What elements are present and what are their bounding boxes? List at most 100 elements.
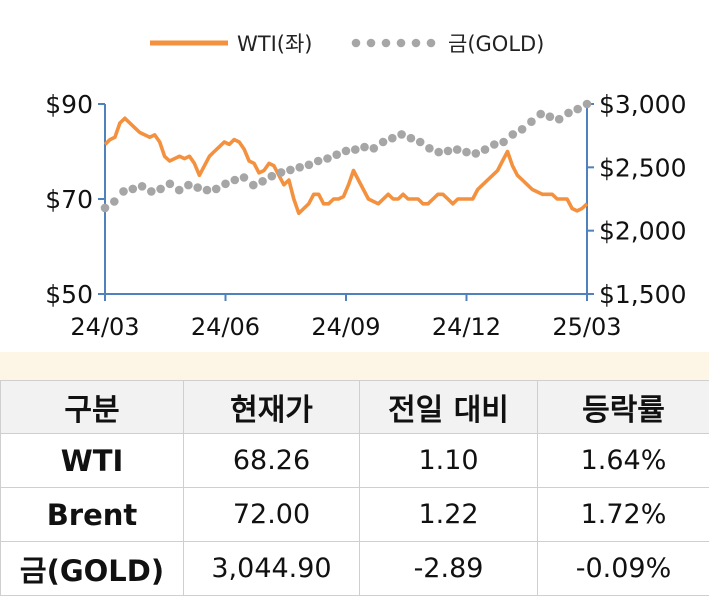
row-label: WTI <box>1 434 184 488</box>
gold-point <box>490 140 499 149</box>
header-category: 구분 <box>1 381 184 434</box>
section-divider <box>0 352 709 380</box>
gold-point <box>546 112 555 121</box>
legend-gold-dot <box>367 39 376 48</box>
commodity-chart: WTI(좌) 금(GOLD) $50 $70 $90 $1,500 $2,000 $2,50… <box>0 0 709 352</box>
gold-point <box>564 109 573 118</box>
gold-point <box>555 115 564 124</box>
gold-point <box>518 125 527 134</box>
gold-point <box>101 204 110 213</box>
price-table: 구분 현재가 전일 대비 등락률 WTI 68.26 1.10 1.64% Br… <box>0 380 709 596</box>
current-price: 72.00 <box>184 488 360 542</box>
right-tick-label: $2,000 <box>599 217 686 246</box>
change-rate: -0.09% <box>538 542 709 596</box>
current-price: 3,044.90 <box>184 542 360 596</box>
gold-point <box>323 154 332 163</box>
gold-point <box>277 168 286 177</box>
gold-point <box>231 176 240 185</box>
gold-point <box>166 180 175 189</box>
x-tick-label: 24/03 <box>70 313 139 341</box>
gold-point <box>509 130 518 139</box>
chart-legend: WTI(좌) 금(GOLD) <box>150 32 544 56</box>
legend-gold-dot <box>382 39 391 48</box>
x-tick-label: 24/09 <box>311 313 380 341</box>
legend-gold-dot <box>352 39 361 48</box>
right-tick-label: $3,000 <box>599 90 686 119</box>
gold-point <box>129 185 138 194</box>
legend-gold-dot <box>397 39 406 48</box>
legend-gold-dot <box>427 39 436 48</box>
row-label: 금(GOLD) <box>1 542 184 596</box>
chart-axes: $50 $70 $90 $1,500 $2,000 $2,500 $3,000 24/03 24… <box>45 90 686 341</box>
right-tick-label: $2,500 <box>599 153 686 182</box>
gold-point <box>573 105 582 114</box>
gold-point <box>388 134 397 143</box>
gold-point <box>434 148 443 157</box>
gold-point <box>314 157 323 166</box>
gold-point <box>416 138 425 147</box>
series-layer <box>101 100 592 214</box>
gold-point <box>286 166 295 175</box>
change-value: -2.89 <box>360 542 538 596</box>
gold-point <box>212 185 221 194</box>
gold-point <box>332 150 341 159</box>
header-current-price: 현재가 <box>184 381 360 434</box>
gold-point <box>193 183 202 192</box>
gold-point <box>472 149 481 158</box>
gold-point <box>536 110 545 119</box>
gold-point <box>351 145 360 154</box>
gold-point <box>527 117 536 126</box>
gold-point <box>453 145 462 154</box>
gold-point <box>305 161 314 170</box>
gold-point <box>258 177 267 186</box>
gold-point <box>221 180 230 189</box>
legend-gold-label: 금(GOLD) <box>448 32 544 56</box>
gold-point <box>147 187 156 196</box>
x-tick-label: 24/12 <box>432 313 501 341</box>
change-rate: 1.64% <box>538 434 709 488</box>
change-value: 1.22 <box>360 488 538 542</box>
gold-point <box>481 145 490 154</box>
gold-point <box>268 172 277 181</box>
gold-point <box>583 100 592 109</box>
gold-point <box>249 181 258 190</box>
gold-point <box>342 147 351 156</box>
gold-point <box>119 187 128 196</box>
gold-point <box>360 143 369 152</box>
change-value: 1.10 <box>360 434 538 488</box>
header-change-rate: 등락률 <box>538 381 709 434</box>
series-gold <box>101 100 592 213</box>
gold-point <box>203 186 212 195</box>
gold-point <box>370 144 379 153</box>
right-tick-label: $1,500 <box>599 280 686 309</box>
table-header-row: 구분 현재가 전일 대비 등락률 <box>1 381 709 434</box>
gold-point <box>175 186 184 195</box>
gold-point <box>397 130 406 139</box>
table-row-brent: Brent 72.00 1.22 1.72% <box>1 488 709 542</box>
x-tick-label: 24/06 <box>191 313 260 341</box>
gold-point <box>156 185 165 194</box>
x-tick-label: 25/03 <box>552 313 621 341</box>
left-tick-label: $70 <box>45 185 93 214</box>
gold-point <box>499 138 508 147</box>
gold-point <box>138 182 147 191</box>
legend-gold-dot <box>412 39 421 48</box>
row-label: Brent <box>1 488 184 542</box>
legend-gold-swatch <box>352 39 436 48</box>
current-price: 68.26 <box>184 434 360 488</box>
gold-point <box>110 197 119 206</box>
gold-point <box>444 147 453 156</box>
left-tick-label: $90 <box>45 90 93 119</box>
header-change: 전일 대비 <box>360 381 538 434</box>
gold-point <box>295 163 304 172</box>
gold-point <box>379 138 388 147</box>
change-rate: 1.72% <box>538 488 709 542</box>
gold-point <box>407 134 416 143</box>
left-tick-label: $50 <box>45 280 93 309</box>
gold-point <box>240 173 249 182</box>
gold-point <box>184 181 193 190</box>
gold-point <box>462 148 471 157</box>
table-row-gold: 금(GOLD) 3,044.90 -2.89 -0.09% <box>1 542 709 596</box>
gold-point <box>425 144 434 153</box>
legend-wti-label: WTI(좌) <box>237 32 313 56</box>
